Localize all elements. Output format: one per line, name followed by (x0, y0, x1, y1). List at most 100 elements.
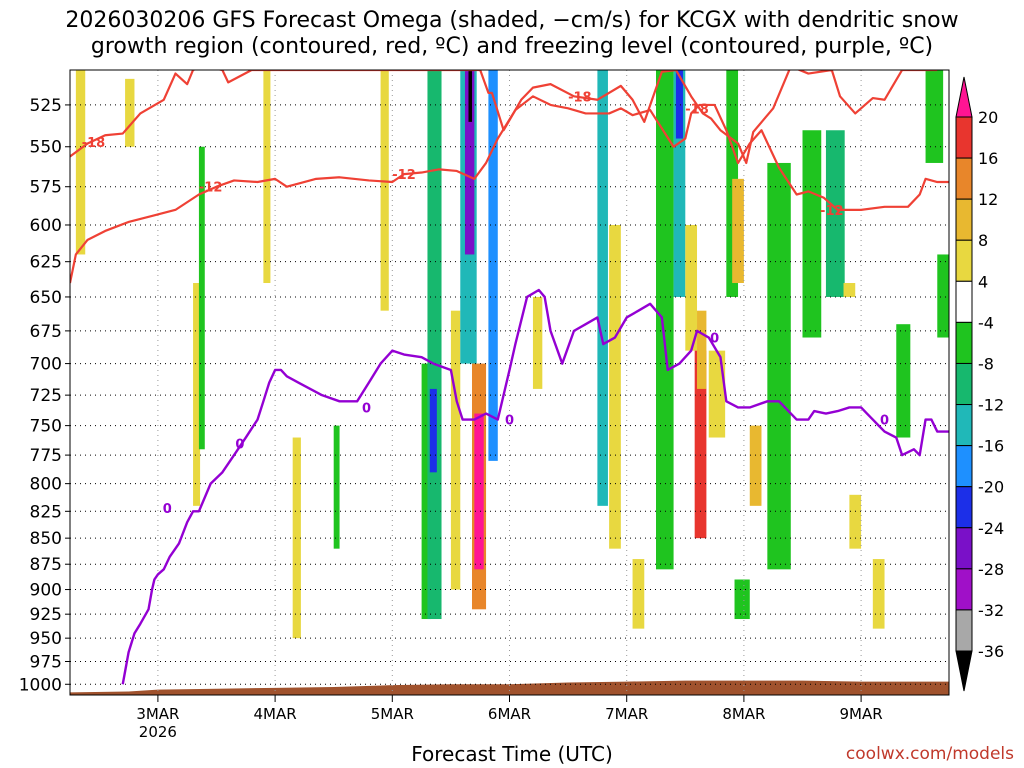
colorbar-label: 16 (978, 149, 998, 168)
freezing-level-line (121, 288, 949, 685)
x-tick-label: 9MAR (840, 705, 883, 723)
y-axis: 525 550 575 600 625 650 675 700 725 750 775 800 825 8… (19, 96, 70, 695)
omega-shade-39 (896, 324, 911, 438)
credit-link[interactable]: coolwx.com/models (845, 744, 1014, 764)
contour-label-lower-1: -12 (199, 181, 223, 196)
colorbar-box (955, 568, 973, 611)
colorbar-top-arrow (955, 76, 973, 118)
colorbar-box (955, 486, 973, 529)
colorbar-box (955, 157, 973, 200)
omega-shade-25 (685, 224, 698, 351)
omega-shade-4 (263, 70, 271, 284)
contours: -18 -18 -18 -12 -12 -12 0 0 0 0 0 0 (70, 70, 949, 685)
omega-shade-14 (468, 70, 472, 122)
x-tick-label: 8MAR (722, 705, 765, 723)
colorbar-label: 8 (978, 231, 988, 250)
x-tick-label: 7MAR (605, 705, 648, 723)
chart-title: 2026030206 GFS Forecast Omega (shaded, −… (0, 8, 1024, 60)
omega-shade-9 (427, 70, 442, 620)
y-tick-label: 750 (30, 417, 62, 437)
omega-shade-22 (656, 70, 674, 570)
colorbar-label: 4 (978, 272, 988, 291)
colorbar-label: -28 (978, 560, 1004, 579)
omega-shade-24 (675, 70, 683, 139)
y-tick-label: 700 (30, 355, 62, 375)
omega-shade-33 (767, 162, 791, 570)
contour-label-upper-2: -18 (568, 90, 592, 105)
colorbar-box (955, 198, 973, 241)
omega-shade-28 (708, 350, 726, 438)
y-tick-label: 775 (30, 446, 62, 466)
omega-shade-11 (450, 310, 461, 590)
omega-shade-31 (734, 579, 750, 620)
colorbar-box (955, 116, 973, 159)
omega-shade-8 (421, 363, 431, 620)
omega-shade-21 (632, 559, 645, 629)
omega-shade-3 (198, 146, 205, 450)
omega-shade-38 (872, 559, 885, 629)
ground-surface (70, 680, 949, 695)
x-tick-label: 5MAR (371, 705, 414, 723)
fz-label-2: 0 (235, 437, 244, 452)
omega-shade-20 (609, 224, 621, 549)
y-tick-label: 950 (30, 629, 62, 649)
y-tick-label: 650 (30, 288, 62, 308)
omega-shade-32 (749, 425, 762, 506)
omega-shade-2 (193, 283, 201, 506)
omega-shade-6 (333, 425, 340, 549)
y-tick-label: 675 (30, 322, 62, 342)
omega-shade-35 (825, 130, 845, 297)
colorbar-bottom-arrow (955, 650, 973, 692)
x-tick-label: 4MAR (254, 705, 297, 723)
omega-shade-37 (849, 494, 862, 549)
colorbar-label: 12 (978, 190, 998, 209)
omega-shade-10 (429, 388, 437, 473)
omega-shade-16 (474, 413, 484, 570)
omega-shade-26 (694, 350, 707, 539)
colorbar-box (955, 445, 973, 488)
red-isotherm-lower (70, 95, 949, 284)
contour-label-lower-2: -12 (392, 168, 416, 183)
omega-shade-41 (937, 254, 949, 338)
omega-shading (75, 70, 949, 639)
colorbar-label: 20 (978, 108, 998, 127)
fz-label-4: 0 (505, 414, 514, 429)
omega-shade-0 (75, 70, 86, 255)
y-tick-label: 625 (30, 253, 62, 273)
colorbar-label: -8 (978, 354, 994, 373)
x-axis-label: Forecast Time (UTC) (411, 742, 613, 766)
x-tick-sublabel: 2026 (139, 723, 177, 741)
y-tick-label: 525 (30, 96, 62, 116)
colorbar-label: -36 (978, 642, 1004, 661)
omega-shade-1 (125, 78, 135, 147)
y-tick-label: 875 (30, 555, 62, 575)
omega-shade-30 (732, 178, 744, 284)
chart-title-line1: 2026030206 GFS Forecast Omega (shaded, −… (65, 8, 959, 33)
colorbar-box (955, 362, 973, 406)
colorbar-box (955, 527, 973, 570)
fz-label-3: 0 (362, 401, 371, 416)
colorbar: 20 16 12 8 4 -4 -8 -12 -16 -20 -24 -28 -32 -36 (955, 76, 1004, 692)
y-tick-label: 725 (30, 386, 62, 406)
omega-shade-27 (697, 310, 707, 389)
colorbar-label: -32 (978, 601, 1004, 620)
red-isotherm-upper (70, 70, 938, 165)
y-tick-label: 600 (30, 216, 62, 236)
colorbar-label: -16 (978, 437, 1004, 456)
y-tick-label: 550 (30, 138, 62, 158)
contour-label-lower-3: -12 (820, 204, 844, 219)
fz-label-5: 0 (710, 332, 719, 347)
x-tick-label: 3MAR (136, 705, 179, 723)
contour-label-upper-3: -18 (685, 102, 709, 117)
contour-label-upper-1: -18 (82, 136, 106, 151)
fz-label-6: 0 (880, 414, 889, 429)
omega-shade-36 (843, 283, 856, 297)
grid (70, 70, 949, 695)
y-tick-label: 900 (30, 581, 62, 601)
colorbar-box (955, 404, 973, 447)
y-tick-label: 825 (30, 502, 62, 522)
colorbar-box (955, 280, 973, 323)
y-tick-label: 850 (30, 529, 62, 549)
